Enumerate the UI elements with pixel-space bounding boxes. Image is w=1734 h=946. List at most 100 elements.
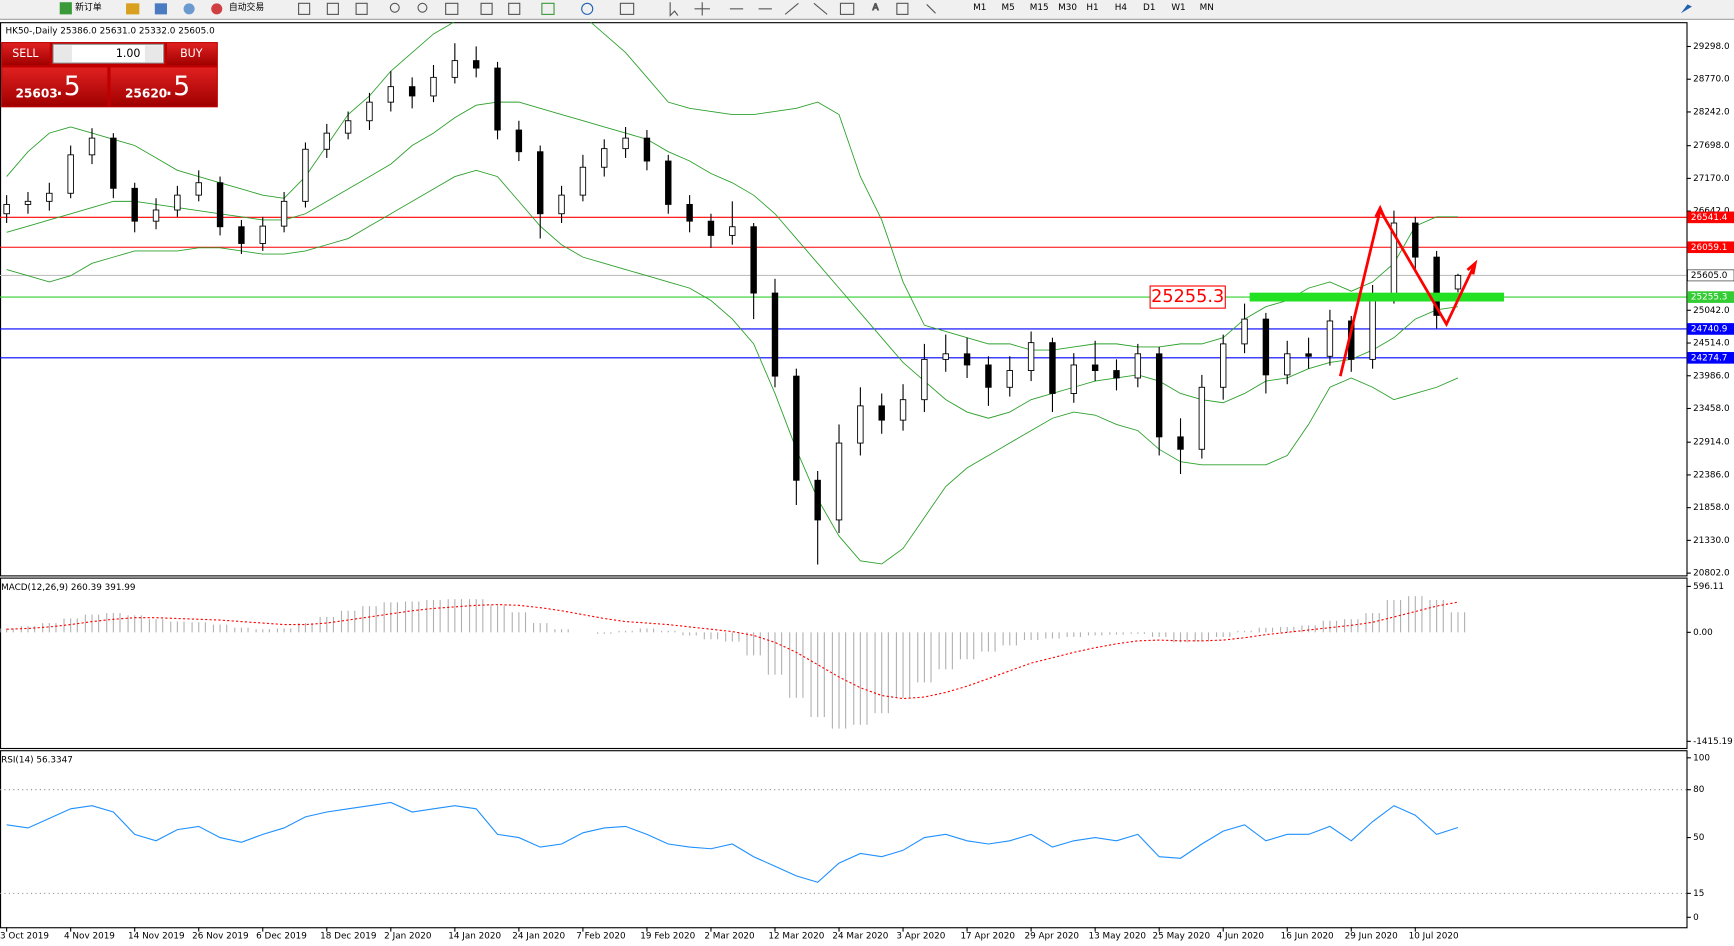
toolbar-icon[interactable] (183, 3, 195, 15)
x-tick-label: 29 Apr 2020 (1024, 932, 1079, 942)
x-tick-label: 17 Apr 2020 (960, 932, 1015, 942)
timeframe-button[interactable]: M15 (1030, 3, 1049, 13)
candle-body (942, 353, 949, 360)
candle-body (280, 200, 288, 227)
candle-body (622, 137, 629, 150)
candle-body (1198, 386, 1206, 450)
y-tick-label: 100 (1693, 753, 1710, 763)
new-order-icon[interactable] (59, 2, 72, 15)
y-tick-label: 28242.0 (1693, 107, 1730, 117)
axes: 29298.028770.028242.027698.027170.026642… (0, 42, 1734, 942)
candle-body (46, 192, 53, 202)
candle-body (985, 364, 992, 388)
y-tick-label: 22914.0 (1693, 438, 1730, 448)
toolbar-tools[interactable]: A (298, 2, 936, 17)
buy-price[interactable]: 25620 (125, 87, 167, 101)
candle-body (1113, 370, 1120, 379)
candle-body (793, 375, 800, 481)
candle-body (216, 182, 224, 228)
x-tick-label: 2 Jan 2020 (384, 932, 432, 942)
candle-body (174, 194, 181, 211)
candle-body (238, 226, 245, 244)
candle-body (643, 137, 651, 162)
buy-price-box[interactable] (110, 67, 217, 107)
sell-label[interactable]: SELL (12, 47, 39, 60)
x-tick-label: 24 Mar 2020 (832, 932, 888, 942)
toolbar-icon[interactable] (154, 3, 167, 15)
y-tick-label: 27698.0 (1693, 141, 1730, 151)
lot-value[interactable]: 1.00 (116, 47, 141, 60)
sell-button[interactable] (2, 43, 50, 66)
y-tick-label: 21330.0 (1693, 536, 1730, 546)
macd-signal (6, 601, 1459, 700)
y-tick-label: 21858.0 (1693, 503, 1730, 513)
candle-body (472, 60, 480, 69)
auto-trading-button[interactable]: 自动交易 (229, 1, 264, 13)
candle-body (537, 151, 544, 215)
bollinger-upper (6, 22, 1458, 351)
y-tick-label: 50 (1693, 833, 1705, 843)
buy-button[interactable] (166, 43, 217, 66)
timeframe-button[interactable]: M1 (973, 3, 986, 13)
toolbar-icon[interactable] (126, 3, 140, 15)
x-tick-label: 7 Feb 2020 (576, 932, 626, 942)
x-tick-label: 10 Jul 2020 (1409, 932, 1459, 942)
price-plot (0, 22, 1687, 565)
x-tick-label: 19 Feb 2020 (640, 932, 695, 942)
toolbar-icon[interactable] (1680, 4, 1692, 14)
buy-price-pip[interactable]: .5 (165, 71, 190, 102)
candle-body (408, 86, 416, 97)
annotation-label: 25255.3 (1151, 287, 1224, 307)
price-level-label: 25255.3 (1691, 293, 1728, 303)
candle-body (387, 86, 395, 103)
timeframe-button[interactable]: MN (1200, 3, 1214, 13)
chart-header: HK50-,Daily 25386.0 25631.0 25332.0 2560… (6, 26, 216, 36)
candle-body (814, 479, 821, 521)
x-tick-label: 14 Jan 2020 (448, 932, 501, 942)
candle-body (1241, 318, 1248, 345)
y-tick-label: 28770.0 (1693, 75, 1730, 85)
lot-input[interactable] (52, 43, 165, 64)
candle-body (771, 292, 779, 377)
macd-panel (0, 577, 1688, 750)
x-tick-label: 6 Dec 2019 (256, 932, 307, 942)
y-tick-label: 22386.0 (1693, 470, 1730, 480)
timeframe-button[interactable]: H1 (1086, 3, 1098, 13)
candle-body (515, 129, 523, 153)
candle-body (67, 154, 74, 194)
new-order-button[interactable]: 新订单 (75, 1, 102, 13)
candle-body (857, 405, 864, 444)
rsi-panel (0, 750, 1688, 929)
toolbar (0, 0, 1734, 19)
lot-down[interactable] (54, 45, 72, 62)
candle-body (579, 166, 587, 196)
timeframe-button[interactable]: W1 (1171, 3, 1185, 13)
x-tick-label: 3 Oct 2019 (0, 932, 49, 942)
candle-body (878, 405, 885, 421)
candle-body (558, 194, 565, 215)
timeframe-button[interactable]: M5 (1001, 3, 1014, 13)
candle-body (323, 132, 330, 150)
y-tick-label: 20802.0 (1693, 569, 1730, 579)
candle-body (1155, 353, 1163, 438)
buy-label[interactable]: BUY (180, 47, 203, 60)
lot-up[interactable] (144, 45, 163, 62)
timeframe-button[interactable]: H4 (1115, 3, 1128, 13)
sell-price-pip[interactable]: .5 (55, 71, 80, 102)
x-tick-label: 25 May 2020 (1153, 932, 1211, 942)
price-level-label: 25605.0 (1691, 271, 1728, 281)
x-tick-label: 2 Mar 2020 (704, 932, 755, 942)
candle-body (1134, 353, 1142, 379)
sell-price-box[interactable] (2, 67, 108, 107)
auto-trading-icon[interactable] (211, 3, 223, 15)
candle-body (1049, 342, 1056, 394)
y-tick-label: 0 (1693, 913, 1699, 923)
sell-price[interactable]: 25603 (15, 87, 57, 101)
one-click-trading: SELL 1.00 BUY 25603 .5 25620 .5 (1, 42, 218, 108)
timeframe-button[interactable]: M30 (1058, 3, 1077, 13)
y-tick-label: 596.11 (1693, 582, 1724, 592)
timeframe-button[interactable]: D1 (1143, 3, 1155, 13)
x-tick-label: 18 Dec 2019 (320, 932, 376, 942)
candle-body (1177, 436, 1184, 450)
candle-body (686, 203, 693, 222)
